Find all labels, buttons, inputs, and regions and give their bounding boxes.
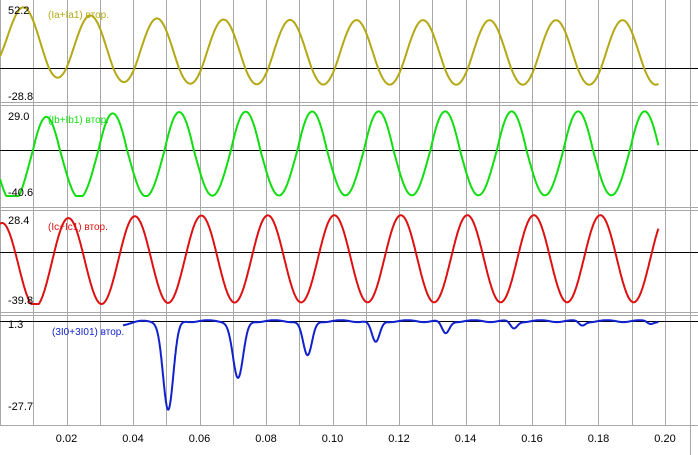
series-label: (Ib+Ib1) втор. (48, 115, 109, 126)
y-max-label: 28.4 (8, 215, 29, 227)
panels: 52.2 -28.8 (Ia+Ia1) втор. 29.0 -40.6 (Ib+Ib1)… (0, 5, 660, 413)
x-tick-label: 0.08 (255, 433, 276, 445)
y-min-label: -27.7 (8, 401, 33, 413)
x-tick-label: 0.20 (654, 433, 675, 445)
panel-1: 52.2 -28.8 (Ia+Ia1) втор. (0, 5, 659, 103)
series-line (0, 6, 659, 86)
x-tick-label: 0.18 (588, 433, 609, 445)
x-tick-label: 0.06 (189, 433, 210, 445)
x-axis: 0.02 0.04 0.06 0.08 0.10 0.12 0.14 0.16 0.18 0.20 (56, 433, 676, 445)
series-label: (Ia+Ia1) втор. (48, 10, 109, 21)
y-min-label: -39.8 (8, 295, 33, 307)
y-max-label: 1.3 (8, 319, 23, 331)
series-line (122, 319, 659, 411)
x-tick-label: 0.12 (388, 433, 409, 445)
series-line (0, 214, 660, 305)
x-tick-label: 0.16 (521, 433, 542, 445)
series-label: (3I0+3I01) втор. (52, 327, 124, 338)
panel-2: 29.0 -40.6 (Ib+Ib1) втор. (0, 110, 660, 199)
series-line (0, 110, 660, 197)
series-label: (Ic+Ic1) втор. (48, 222, 108, 233)
panel-3: 28.4 -39.8 (Ic+Ic1) втор. (0, 214, 660, 307)
y-min-label: -28.8 (8, 91, 33, 103)
x-tick-label: 0.10 (322, 433, 343, 445)
y-max-label: 29.0 (8, 111, 29, 123)
y-max-label: 52.2 (8, 5, 29, 17)
panel-4: 1.3 -27.7 (3I0+3I01) втор. (8, 319, 659, 413)
x-tick-label: 0.02 (56, 433, 77, 445)
x-tick-label: 0.04 (122, 433, 143, 445)
y-min-label: -40.6 (8, 187, 33, 199)
x-tick-label: 0.14 (455, 433, 476, 445)
